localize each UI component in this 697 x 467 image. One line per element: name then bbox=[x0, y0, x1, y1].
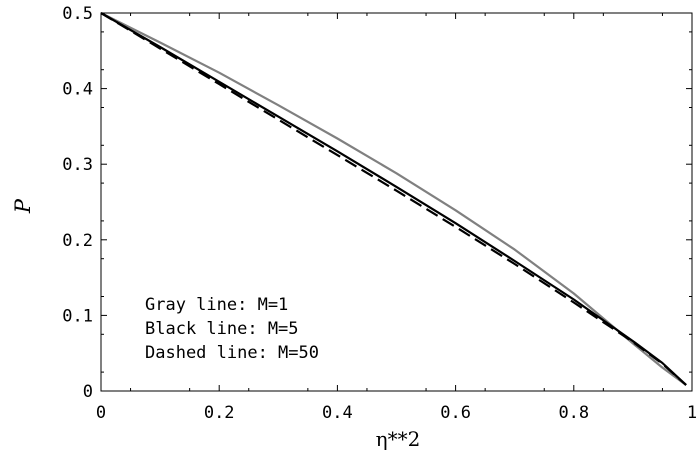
y-tick-label: 0.2 bbox=[62, 231, 93, 251]
y-tick-label: 0.4 bbox=[62, 80, 93, 100]
y-axis-title: P bbox=[11, 198, 35, 214]
plot-frame bbox=[100, 12, 693, 392]
legend-annotation: Gray line: M=1 Black line: M=5 Dashed li… bbox=[145, 295, 319, 363]
tick-labels: 0 0.2 0.4 0.6 0.8 1 0 0.1 0.2 0.3 0.4 0.5 bbox=[62, 4, 697, 423]
x-tick-label: 0.8 bbox=[558, 403, 589, 423]
x-tick-label: 0.4 bbox=[322, 403, 353, 423]
x-tick-label: 0.6 bbox=[440, 403, 471, 423]
series-line-dashed bbox=[100, 12, 687, 386]
x-tick-label: 1 bbox=[687, 403, 697, 423]
y-tick-label: 0.3 bbox=[62, 155, 93, 175]
y-tick-label: 0 bbox=[83, 382, 93, 402]
x-axis-title: η**2 bbox=[376, 427, 421, 451]
y-tick-label: 0.5 bbox=[62, 4, 93, 24]
x-tick-label: 0.2 bbox=[204, 403, 235, 423]
y-tick-label: 0.1 bbox=[62, 306, 93, 326]
legend-entry-black: Black line: M=5 bbox=[145, 319, 299, 339]
x-tick-label: 0 bbox=[96, 403, 106, 423]
series-lines bbox=[100, 12, 687, 386]
legend-entry-dashed: Dashed line: M=50 bbox=[145, 343, 319, 363]
series-line-gray bbox=[100, 12, 687, 386]
legend-entry-gray: Gray line: M=1 bbox=[145, 295, 288, 315]
